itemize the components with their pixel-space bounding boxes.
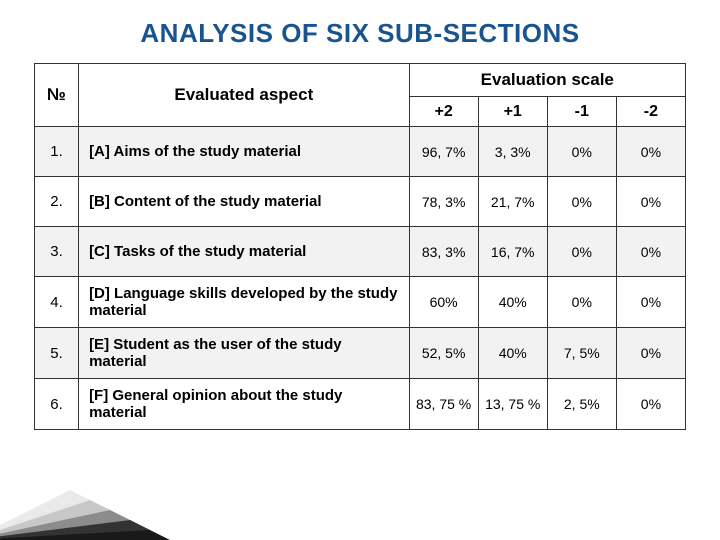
row-val: 16, 7% — [478, 227, 547, 277]
row-aspect: [A] Aims of the study material — [79, 127, 410, 177]
scale-plus1: +1 — [478, 97, 547, 127]
row-val: 7, 5% — [547, 328, 616, 379]
row-val: 0% — [547, 227, 616, 277]
row-val: 83, 3% — [409, 227, 478, 277]
row-number: 2. — [35, 177, 79, 227]
row-val: 21, 7% — [478, 177, 547, 227]
row-val: 0% — [616, 177, 685, 227]
row-aspect: [D] Language skills developed by the stu… — [79, 277, 410, 328]
table-row: 1. [A] Aims of the study material 96, 7%… — [35, 127, 686, 177]
row-number: 1. — [35, 127, 79, 177]
row-val: 0% — [547, 277, 616, 328]
row-val: 83, 75 % — [409, 379, 478, 430]
row-aspect: [E] Student as the user of the study mat… — [79, 328, 410, 379]
row-val: 78, 3% — [409, 177, 478, 227]
row-val: 52, 5% — [409, 328, 478, 379]
row-number: 5. — [35, 328, 79, 379]
page-title: ANALYSIS OF SIX SUB-SECTIONS — [0, 0, 720, 63]
row-number: 4. — [35, 277, 79, 328]
row-val: 0% — [616, 328, 685, 379]
table-row: 6. [F] General opinion about the study m… — [35, 379, 686, 430]
row-val: 96, 7% — [409, 127, 478, 177]
table-row: 5. [E] Student as the user of the study … — [35, 328, 686, 379]
row-aspect: [F] General opinion about the study mate… — [79, 379, 410, 430]
scale-minus2: -2 — [616, 97, 685, 127]
row-val: 0% — [547, 177, 616, 227]
table-row: 3. [C] Tasks of the study material 83, 3… — [35, 227, 686, 277]
table-row: 4. [D] Language skills developed by the … — [35, 277, 686, 328]
row-val: 2, 5% — [547, 379, 616, 430]
row-val: 40% — [478, 328, 547, 379]
row-number: 6. — [35, 379, 79, 430]
header-number: № — [35, 64, 79, 127]
table-row: 2. [B] Content of the study material 78,… — [35, 177, 686, 227]
header-aspect: Evaluated aspect — [79, 64, 410, 127]
corner-decoration-icon — [0, 460, 190, 540]
scale-minus1: -1 — [547, 97, 616, 127]
row-number: 3. — [35, 227, 79, 277]
row-aspect: [B] Content of the study material — [79, 177, 410, 227]
row-val: 0% — [616, 379, 685, 430]
evaluation-table: № Evaluated aspect Evaluation scale +2 +… — [34, 63, 686, 430]
row-val: 13, 75 % — [478, 379, 547, 430]
header-row: № Evaluated aspect Evaluation scale — [35, 64, 686, 97]
row-val: 0% — [616, 277, 685, 328]
row-aspect: [C] Tasks of the study material — [79, 227, 410, 277]
row-val: 0% — [547, 127, 616, 177]
row-val: 3, 3% — [478, 127, 547, 177]
row-val: 0% — [616, 127, 685, 177]
scale-plus2: +2 — [409, 97, 478, 127]
header-scale: Evaluation scale — [409, 64, 685, 97]
row-val: 0% — [616, 227, 685, 277]
table-body: 1. [A] Aims of the study material 96, 7%… — [35, 127, 686, 430]
row-val: 40% — [478, 277, 547, 328]
row-val: 60% — [409, 277, 478, 328]
